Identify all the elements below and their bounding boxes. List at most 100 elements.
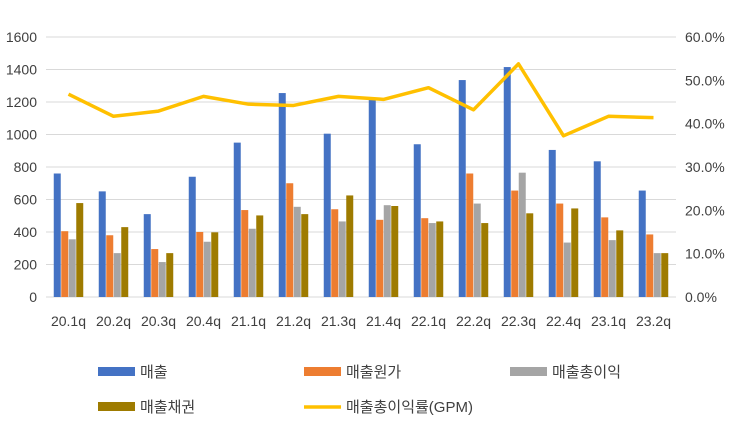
bar-매출채권-20.2q	[121, 227, 129, 297]
x-tick-label: 20.2q	[96, 313, 131, 329]
bar-매출채권-23.1q	[616, 230, 624, 297]
bar-매출원가-20.1q	[61, 231, 69, 297]
bar-매출-21.1q	[233, 142, 241, 297]
bar-매출-23.2q	[638, 190, 646, 297]
bar-매출총이익-21.4q	[383, 205, 391, 297]
y-right-tick-label: 10.0%	[685, 246, 725, 262]
bars	[53, 67, 669, 297]
bar-매출원가-21.1q	[241, 210, 249, 297]
bar-매출총이익-22.4q	[563, 242, 571, 297]
bar-매출-21.2q	[278, 93, 286, 297]
bar-매출-23.1q	[593, 161, 601, 297]
bar-매출-20.2q	[98, 191, 106, 297]
bar-매출-22.2q	[458, 80, 466, 297]
bar-매출총이익-21.3q	[338, 221, 346, 297]
bar-매출채권-20.4q	[211, 232, 219, 297]
y-right-tick-label: 60.0%	[685, 29, 725, 45]
legend-swatch	[304, 367, 341, 376]
bar-매출원가-22.3q	[511, 190, 519, 297]
bar-매출총이익-22.3q	[518, 172, 526, 297]
bar-매출총이익-21.1q	[248, 228, 256, 297]
bar-매출총이익-20.4q	[203, 241, 211, 297]
bar-매출-21.3q	[323, 133, 331, 297]
bar-매출채권-22.1q	[436, 221, 444, 297]
bar-매출총이익-20.3q	[158, 262, 166, 297]
y-right-tick-label: 0.0%	[685, 289, 717, 305]
bar-매출채권-21.3q	[346, 195, 354, 297]
y-axis-left: 0 200 400 600 800 1000 1200 1400 1600	[6, 29, 37, 305]
y-right-tick-label: 30.0%	[685, 159, 725, 175]
x-tick-label: 21.4q	[366, 313, 401, 329]
bar-매출채권-23.2q	[661, 253, 669, 297]
bar-매출총이익-20.1q	[68, 239, 76, 297]
x-tick-label: 20.4q	[186, 313, 221, 329]
x-axis: 20.1q 20.2q 20.3q 20.4q 21.1q 21.2q 21.3q 21.4q…	[51, 313, 671, 329]
bar-매출채권-21.1q	[256, 215, 264, 297]
bar-매출원가-20.2q	[106, 235, 114, 297]
legend-label: 매출채권	[140, 399, 195, 416]
x-tick-label: 21.1q	[231, 313, 266, 329]
bar-매출총이익-22.2q	[473, 203, 481, 297]
bar-매출총이익-23.2q	[653, 253, 661, 297]
x-tick-label: 22.2q	[456, 313, 491, 329]
bar-매출원가-20.3q	[151, 249, 159, 297]
x-tick-label: 21.3q	[321, 313, 356, 329]
bar-매출-22.4q	[548, 149, 556, 297]
gpm-line	[67, 62, 654, 138]
bar-매출총이익-20.2q	[113, 253, 121, 297]
y-left-tick-label: 200	[14, 257, 38, 273]
x-tick-label: 20.3q	[141, 313, 176, 329]
legend-label: 매출	[140, 364, 168, 381]
bar-매출채권-20.3q	[166, 253, 174, 297]
bar-매출-20.1q	[53, 173, 61, 297]
x-tick-label: 22.4q	[546, 313, 581, 329]
y-left-tick-label: 400	[14, 224, 38, 240]
bar-매출-21.4q	[368, 97, 376, 297]
bar-매출원가-23.2q	[646, 234, 654, 297]
bar-매출총이익-22.1q	[428, 223, 436, 297]
gridlines	[46, 36, 676, 298]
legend-swatch	[98, 402, 135, 411]
bar-매출원가-22.1q	[421, 218, 429, 297]
x-tick-label: 22.3q	[501, 313, 536, 329]
bar-매출채권-20.1q	[76, 203, 84, 297]
legend-label: 매출총이익	[552, 364, 621, 381]
bar-매출채권-22.2q	[481, 223, 489, 297]
bar-매출채권-22.3q	[526, 213, 534, 297]
bar-매출총이익-21.2q	[293, 206, 301, 297]
bar-매출-20.3q	[143, 214, 151, 297]
y-right-tick-label: 50.0%	[685, 72, 725, 88]
bar-매출채권-21.2q	[301, 214, 309, 297]
y-left-tick-label: 0	[29, 289, 37, 305]
bar-매출채권-22.4q	[571, 208, 579, 297]
y-right-tick-label: 20.0%	[685, 202, 725, 218]
bar-매출채권-21.4q	[391, 206, 399, 297]
y-left-tick-label: 600	[14, 192, 38, 208]
legend-label: 매출원가	[346, 364, 401, 381]
bar-매출원가-22.4q	[556, 203, 564, 297]
bar-매출원가-21.4q	[376, 219, 384, 297]
y-left-tick-label: 1000	[6, 127, 37, 143]
y-axis-right: 0.0% 10.0% 20.0% 30.0% 40.0% 50.0% 60.0%	[685, 29, 725, 305]
bar-매출원가-20.4q	[196, 232, 204, 297]
x-tick-label: 21.2q	[276, 313, 311, 329]
legend-swatch	[510, 367, 547, 376]
bar-매출-20.4q	[188, 176, 196, 297]
y-left-tick-label: 800	[14, 159, 38, 175]
y-left-tick-label: 1400	[6, 62, 37, 78]
bar-매출원가-21.2q	[286, 183, 294, 297]
bar-매출원가-22.2q	[466, 173, 474, 297]
bar-매출-22.1q	[413, 144, 421, 297]
y-left-tick-label: 1600	[6, 29, 37, 45]
x-tick-label: 22.1q	[411, 313, 446, 329]
x-tick-label: 20.1q	[51, 313, 86, 329]
legend-swatch	[98, 367, 135, 376]
y-left-tick-label: 1200	[6, 94, 37, 110]
bar-매출원가-21.3q	[331, 209, 339, 297]
x-tick-label: 23.1q	[591, 313, 626, 329]
line-series-gpm	[67, 62, 654, 138]
bar-매출-22.3q	[503, 67, 511, 297]
bar-매출총이익-23.1q	[608, 240, 616, 297]
